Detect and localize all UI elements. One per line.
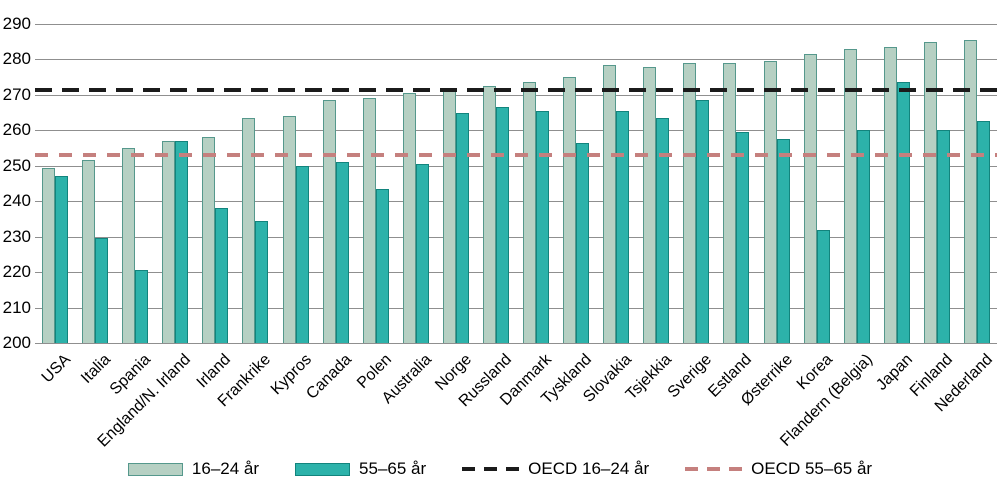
y-tick-label: 260 [2,120,31,140]
y-tick-label: 230 [2,226,31,246]
bar-16-24 [122,148,136,343]
oecd-16-24-line [35,87,997,92]
bar-55-65 [375,188,389,343]
bar-55-65 [415,164,429,343]
gridline-260 [35,130,997,132]
bar-55-65 [335,162,349,343]
y-tick-label: 200 [2,333,31,352]
legend: 16–24 år 55–65 år OECD 16–24 år OECD 55–… [0,452,1000,486]
bar-16-24 [963,39,977,343]
gridline-250 [35,165,997,167]
bar-55-65 [616,110,630,343]
bar-55-65 [976,121,990,343]
y-tick-label: 270 [2,84,31,104]
bar-16-24 [282,116,296,343]
y-tick-label: 240 [2,191,31,211]
legend-item-oecd-16-24: OECD 16–24 år [462,459,649,479]
oecd-55-65-line [35,153,997,158]
bar-16-24 [82,160,96,343]
legend-label-oecd-16-24: OECD 16–24 år [528,459,650,478]
bar-55-65 [736,132,750,343]
bar-16-24 [442,91,456,343]
y-tick-label: 220 [2,262,31,282]
legend-item-55-65: 55–65 år [295,459,426,479]
bar-16-24 [883,47,897,343]
bar-16-24 [402,93,416,343]
bar-55-65 [175,140,189,343]
bar-55-65 [816,229,830,343]
bar-55-65 [576,142,590,343]
bar-55-65 [295,165,309,343]
bar-16-24 [643,66,657,343]
gridline-200 [35,343,997,344]
bar-16-24 [482,86,496,343]
bar-55-65 [495,107,509,343]
bar-16-24 [923,41,937,343]
bar-16-24 [723,62,737,343]
y-tick-label: 280 [2,49,31,69]
bar-16-24 [763,61,777,343]
legend-label-16-24: 16–24 år [191,459,260,478]
y-tick-label: 210 [2,297,31,317]
bar-16-24 [843,48,857,343]
bar-16-24 [683,62,697,343]
legend-label-55-65: 55–65 år [359,459,427,478]
gridline-220 [35,272,997,274]
legend-swatch-16-24 [127,462,183,476]
x-axis-label: USA [38,351,75,387]
legend-dash-oecd-55-65-icon [685,467,743,471]
bar-55-65 [696,100,710,343]
bar-55-65 [455,112,469,343]
bar-55-65 [856,130,870,343]
bar-55-65 [536,110,550,343]
x-axis-label: Sverige [665,351,716,402]
gridline-290 [35,24,997,25]
bar-55-65 [776,139,790,343]
y-tick-label: 290 [2,14,31,33]
bar-55-65 [936,130,950,343]
bar-55-65 [215,208,229,343]
gridline-210 [35,307,997,309]
bar-16-24 [202,137,216,343]
bar-55-65 [95,238,109,343]
gridline-270 [35,94,997,96]
bar-16-24 [162,140,176,343]
bar-16-24 [242,117,256,343]
bar-55-65 [55,176,69,343]
bar-55-65 [255,220,269,343]
bar-16-24 [603,64,617,343]
gridline-240 [35,201,997,203]
y-tick-label: 250 [2,155,31,175]
legend-item-oecd-55-65: OECD 55–65 år [685,459,872,479]
legend-item-16-24: 16–24 år [127,459,260,479]
legend-swatch-55-65 [295,462,351,476]
bar-16-24 [42,167,56,343]
legend-dash-oecd-16-24-icon [462,467,520,471]
bar-16-24 [803,54,817,343]
bar-55-65 [656,117,670,343]
bar-55-65 [896,82,910,343]
bar-16-24 [362,98,376,343]
bar-16-24 [523,82,537,343]
gridline-230 [35,236,997,238]
bar-16-24 [322,100,336,343]
gridline-280 [35,59,997,61]
bar-16-24 [563,77,577,343]
legend-label-oecd-55-65: OECD 55–65 år [751,459,873,478]
bar-55-65 [135,270,149,343]
